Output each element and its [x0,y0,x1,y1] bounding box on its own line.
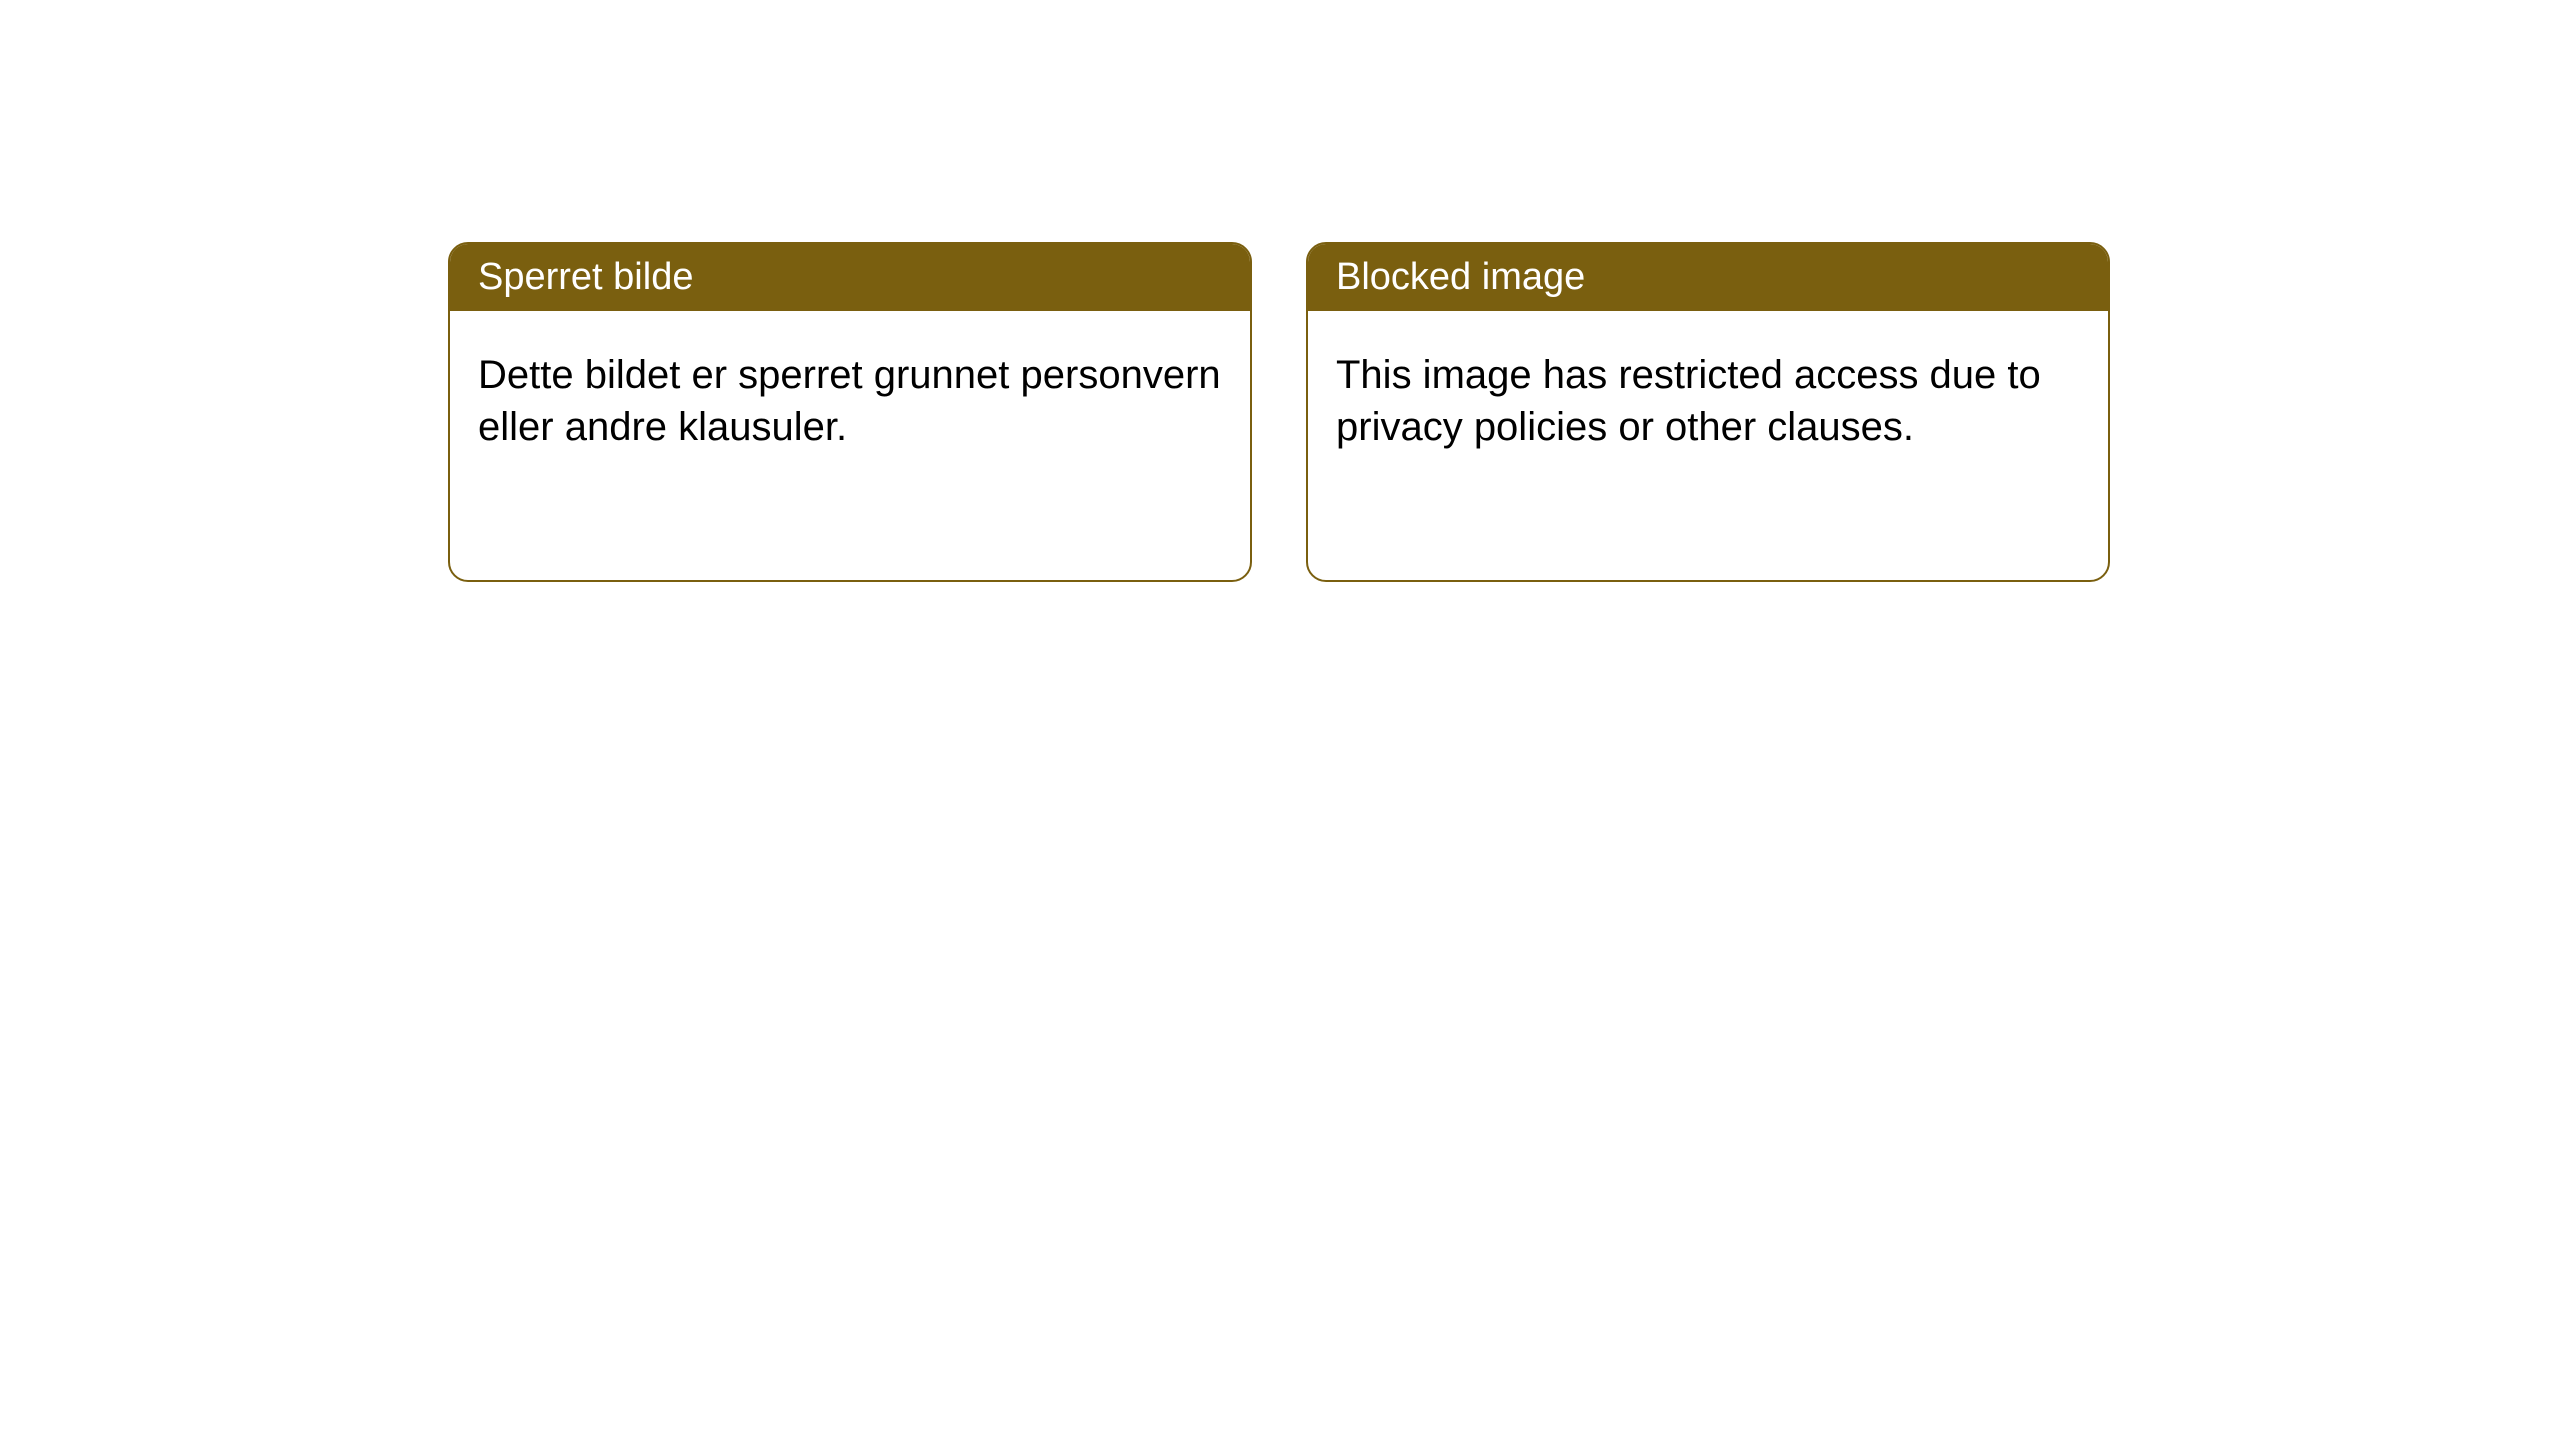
card-body: This image has restricted access due to … [1308,311,2108,491]
notice-cards-container: Sperret bilde Dette bildet er sperret gr… [0,0,2560,582]
card-title: Blocked image [1336,256,1585,298]
card-header: Blocked image [1308,244,2108,311]
card-body-text: Dette bildet er sperret grunnet personve… [478,353,1221,449]
notice-card-english: Blocked image This image has restricted … [1306,242,2110,582]
card-body-text: This image has restricted access due to … [1336,353,2041,449]
notice-card-norwegian: Sperret bilde Dette bildet er sperret gr… [448,242,1252,582]
card-title: Sperret bilde [478,256,693,298]
card-header: Sperret bilde [450,244,1250,311]
card-body: Dette bildet er sperret grunnet personve… [450,311,1250,491]
